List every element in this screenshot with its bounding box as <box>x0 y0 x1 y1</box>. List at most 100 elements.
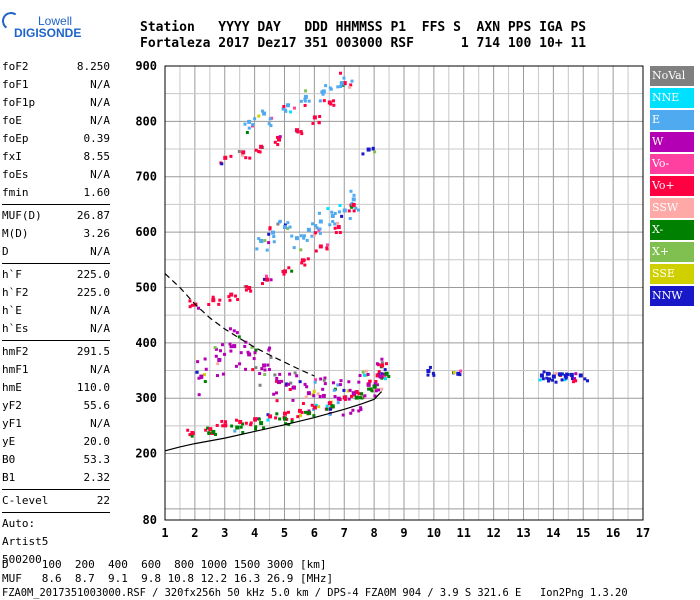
echo-point <box>359 406 363 410</box>
echo-point <box>286 410 290 414</box>
footer-file-info: FZA0M_2017351003000.RSF / 320fx256h 50 k… <box>2 587 628 599</box>
trace-point <box>283 269 287 274</box>
param-row: foF1p N/A <box>2 94 110 112</box>
footer-muf-row: MUF 8.6 8.7 9.1 9.8 10.8 12.2 16.3 26.9 … <box>2 572 334 585</box>
scaled-parameters: foF2 8.250 foF1 N/A foF1p N/A foE N/A foEp 0.39 fx… <box>2 58 110 569</box>
echo-point <box>203 380 207 384</box>
echo-point <box>244 367 248 371</box>
trace-point <box>285 103 290 108</box>
param-value: 3.26 <box>83 227 111 240</box>
x-tick-label: 10 <box>427 526 441 540</box>
param-value: 8.55 <box>83 150 111 163</box>
echo-point <box>275 399 279 403</box>
echo-point <box>538 378 542 382</box>
trace-point <box>217 357 222 362</box>
trace-point <box>318 219 323 224</box>
trace-point <box>557 372 562 377</box>
echo-point <box>560 372 564 376</box>
muf-curve <box>164 273 315 377</box>
echo-point <box>428 365 432 369</box>
echo-point <box>268 117 272 121</box>
trace-point <box>268 414 273 419</box>
digisonde-logo: Lowell DIGISONDE <box>0 6 81 42</box>
echo-point <box>266 363 270 367</box>
echo-point <box>326 243 330 247</box>
echo-point <box>253 427 257 431</box>
echo-point <box>299 234 303 238</box>
echo-point <box>360 392 364 396</box>
echo-point <box>554 371 558 375</box>
trace-point <box>294 236 299 241</box>
echo-point <box>337 210 341 214</box>
echo-point <box>290 418 294 422</box>
echo-point <box>351 408 355 412</box>
echo-point <box>314 378 318 382</box>
echo-point <box>254 425 258 429</box>
echo-point <box>348 388 352 392</box>
x-tick-label: 3 <box>221 526 228 540</box>
echo-point <box>247 126 251 130</box>
footer-distance-row: D 100 200 400 600 800 1000 1500 3000 [km… <box>2 558 327 571</box>
param-name: hmE <box>2 381 22 394</box>
trace-point <box>283 411 287 416</box>
echo-point <box>275 412 279 416</box>
echo-point <box>244 288 248 292</box>
echo-point <box>190 303 194 307</box>
echo-point <box>352 193 356 197</box>
echo-point <box>285 382 289 386</box>
echo-point <box>213 346 217 350</box>
echo-point <box>263 373 267 377</box>
echo-point <box>304 89 308 93</box>
param-group-critical: foF2 8.250 foF1 N/A foF1p N/A foE N/A foEp 0.39 fx… <box>2 58 110 202</box>
echo-point <box>276 143 280 147</box>
trace-point <box>291 385 296 390</box>
echo-point <box>278 135 282 139</box>
echo-point <box>258 383 262 387</box>
param-name: D <box>2 245 9 258</box>
param-value: 55.6 <box>83 399 111 412</box>
echo-point <box>328 407 332 411</box>
echo-point <box>303 263 307 267</box>
echo-point <box>318 395 322 399</box>
param-value: N/A <box>90 78 110 91</box>
echo-point <box>240 153 244 157</box>
echo-point <box>374 389 378 393</box>
echo-point <box>288 388 292 392</box>
echo-point <box>311 222 315 226</box>
echo-point <box>223 352 227 356</box>
echo-point <box>268 227 272 231</box>
y-tick-label: 700 <box>135 170 157 184</box>
trace-point <box>283 225 287 230</box>
echo-point <box>249 289 253 293</box>
param-row: h`E N/A <box>2 302 110 320</box>
echo-point <box>551 378 555 382</box>
echo-point <box>235 418 239 422</box>
echo-point <box>283 223 287 227</box>
param-value: 53.3 <box>83 453 111 466</box>
trace-point <box>456 371 461 376</box>
echo-point <box>380 387 384 391</box>
param-row: yF1 N/A <box>2 415 110 433</box>
echo-point <box>339 71 343 75</box>
echo-point <box>269 278 273 282</box>
echo-point <box>352 209 356 213</box>
echo-point <box>571 380 575 384</box>
trace-point <box>312 115 317 120</box>
param-row: hmF2 291.5 <box>2 343 110 361</box>
echo-point <box>276 222 280 226</box>
echo-point <box>267 348 271 352</box>
echo-point <box>368 379 372 383</box>
auto-software: Artist5 <box>2 535 49 548</box>
echo-point <box>301 401 305 405</box>
echo-point <box>218 298 222 302</box>
echo-point <box>314 224 318 228</box>
echo-point <box>311 121 315 125</box>
param-name: foEp <box>2 132 29 145</box>
trace-point <box>354 390 359 395</box>
trace-point <box>247 119 252 124</box>
echo-point <box>566 373 570 377</box>
echo-point <box>221 424 225 428</box>
echo-point <box>214 354 218 358</box>
param-name: h`F2 <box>2 286 29 299</box>
